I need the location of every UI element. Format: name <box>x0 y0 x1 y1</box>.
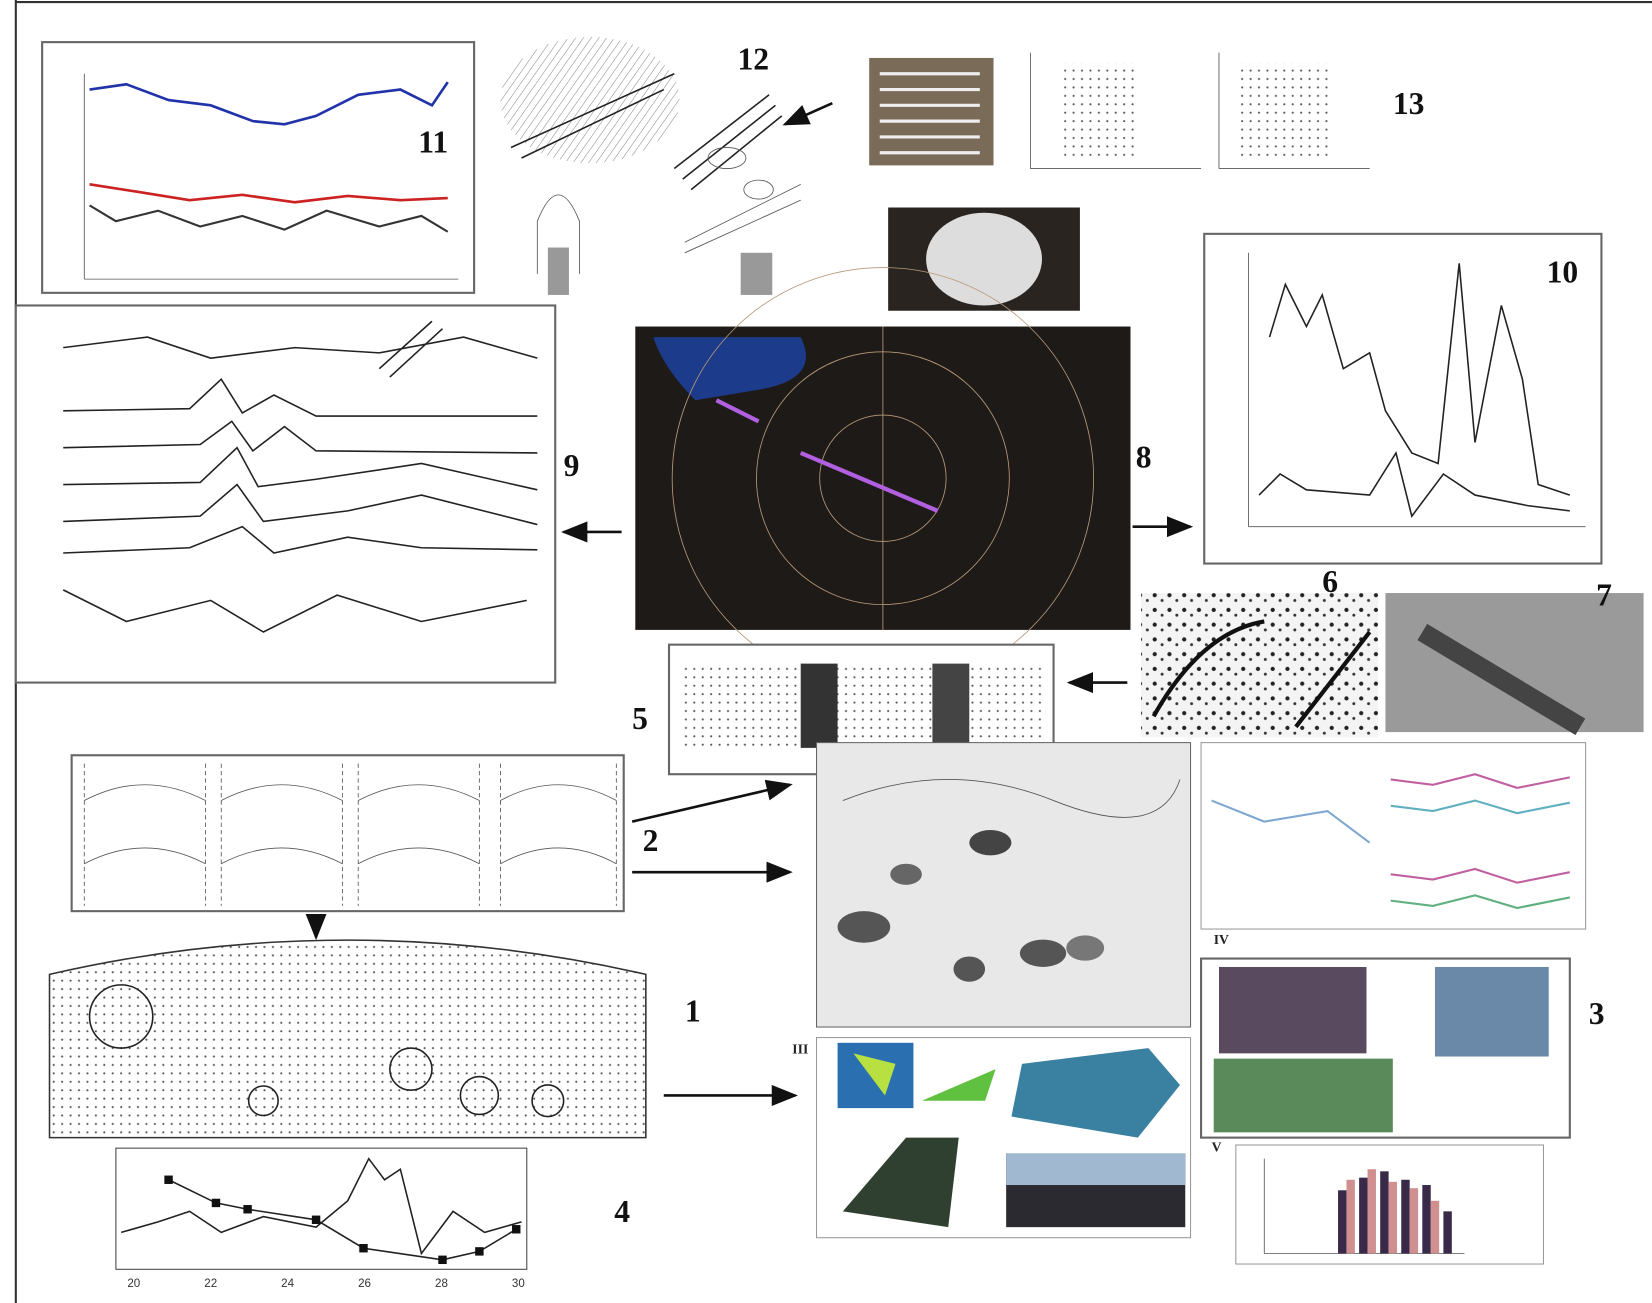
panel-13 <box>869 53 1369 169</box>
panel-label: 4 <box>614 1194 630 1229</box>
panel-12 <box>500 37 832 295</box>
central-map <box>817 743 1191 1027</box>
panel-label: 2 <box>643 823 659 858</box>
sub-label: III <box>792 1041 808 1056</box>
panel-label: 13 <box>1393 86 1425 121</box>
panel-label: 7 <box>1596 578 1612 613</box>
bar-chart-panel <box>1236 1145 1544 1264</box>
panel-label: 6 <box>1322 564 1338 599</box>
sub-label: V <box>1212 1139 1222 1154</box>
panel-3 <box>1201 959 1570 1138</box>
panel-label: 8 <box>1136 440 1152 475</box>
panel-label: 9 <box>564 448 580 483</box>
panel-label: 11 <box>418 125 448 160</box>
imagery-panel <box>817 1038 1191 1238</box>
panel-9 <box>16 305 622 682</box>
collage: 20 22 24 26 28 30 1 2 3 4 5 6 7 8 9 10 1… <box>0 0 1652 1303</box>
page: {"panels": [ {"label": "1"}, {"label": "… <box>0 0 1652 1303</box>
x-tick-label: 30 <box>512 1278 525 1290</box>
x-tick-label: 20 <box>127 1278 140 1290</box>
panel-1 <box>50 940 796 1138</box>
panel-label: 5 <box>632 701 648 736</box>
x-tick-label: 28 <box>435 1278 448 1290</box>
image-strip <box>888 208 1080 311</box>
panel-11 <box>42 42 474 293</box>
panel-label: 10 <box>1547 254 1579 289</box>
panel-6 <box>1141 593 1378 737</box>
x-tick-label: 24 <box>281 1278 294 1290</box>
panel-label: 12 <box>738 42 770 77</box>
panel-2 <box>72 755 791 937</box>
right-chart <box>1201 743 1586 929</box>
panel-8 <box>635 268 1190 689</box>
panel-label: 1 <box>685 994 701 1029</box>
panel-label: 3 <box>1589 996 1605 1031</box>
sub-label: IV <box>1214 932 1229 947</box>
panel-7 <box>1385 593 1643 732</box>
panel-4: 20 22 24 26 28 30 <box>116 1148 527 1290</box>
panel-10 <box>1204 234 1601 564</box>
x-tick-label: 22 <box>204 1278 217 1290</box>
x-tick-label: 26 <box>358 1278 371 1290</box>
